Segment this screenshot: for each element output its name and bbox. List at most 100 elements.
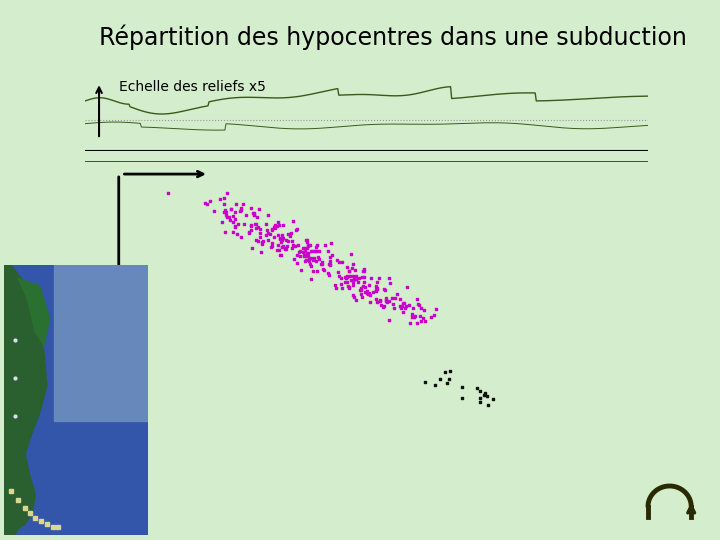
- Point: [378, 285, 390, 293]
- Point: [336, 257, 348, 266]
- Point: [389, 294, 400, 303]
- Point: [279, 245, 291, 254]
- Point: [347, 281, 359, 289]
- Point: [364, 291, 376, 300]
- Point: [346, 264, 358, 273]
- Point: [355, 289, 366, 298]
- Point: [300, 235, 312, 244]
- Point: [324, 259, 336, 268]
- Point: [353, 278, 364, 287]
- Polygon shape: [4, 265, 47, 535]
- Point: [370, 295, 382, 303]
- Point: [370, 286, 382, 295]
- Point: [428, 310, 440, 319]
- Point: [371, 278, 382, 286]
- Point: [347, 278, 359, 286]
- Point: [300, 251, 311, 259]
- Point: [434, 375, 446, 384]
- Point: [403, 301, 415, 309]
- Point: [251, 219, 262, 228]
- Point: [413, 301, 425, 309]
- Point: [294, 246, 306, 255]
- Point: [364, 281, 375, 289]
- Point: [348, 259, 359, 268]
- Point: [302, 249, 314, 258]
- Bar: [54, 265, 148, 421]
- Point: [250, 224, 261, 233]
- Point: [307, 256, 319, 265]
- Point: [380, 295, 392, 304]
- Point: [282, 237, 294, 245]
- Point: [361, 287, 373, 296]
- Point: [215, 195, 226, 204]
- Point: [324, 253, 336, 261]
- Point: [303, 253, 315, 262]
- Point: [255, 232, 266, 241]
- Point: [235, 204, 247, 212]
- Point: [304, 241, 315, 249]
- Point: [287, 244, 298, 252]
- Point: [276, 238, 287, 247]
- Point: [287, 241, 299, 249]
- Point: [266, 225, 278, 234]
- Point: [384, 279, 396, 287]
- Point: [308, 254, 320, 262]
- Point: [388, 303, 400, 312]
- Text: Répartition des hypocentres dans une subduction: Répartition des hypocentres dans une sub…: [99, 24, 687, 50]
- Point: [246, 204, 257, 212]
- Point: [232, 230, 243, 238]
- Point: [313, 254, 325, 263]
- Point: [430, 381, 441, 390]
- Point: [269, 221, 281, 230]
- Point: [303, 257, 315, 266]
- Point: [246, 244, 257, 253]
- Point: [379, 285, 390, 294]
- Point: [347, 271, 359, 280]
- Point: [411, 294, 423, 303]
- Point: [371, 298, 382, 307]
- Point: [237, 200, 248, 208]
- Point: [281, 242, 292, 251]
- Point: [302, 241, 313, 249]
- Point: [361, 289, 373, 298]
- Point: [386, 293, 397, 302]
- Point: [311, 267, 323, 276]
- Point: [235, 206, 246, 215]
- Point: [281, 245, 292, 254]
- Point: [400, 301, 412, 310]
- Point: [216, 218, 228, 226]
- Point: [336, 280, 347, 288]
- Point: [253, 237, 264, 246]
- Point: [256, 239, 267, 248]
- Point: [372, 285, 383, 293]
- Point: [358, 281, 369, 290]
- Point: [199, 199, 211, 207]
- Point: [230, 223, 241, 232]
- Point: [246, 222, 257, 231]
- Point: [262, 228, 274, 237]
- Point: [354, 286, 365, 294]
- Point: [284, 232, 296, 241]
- Point: [274, 234, 286, 243]
- Point: [326, 251, 338, 259]
- Point: [264, 230, 276, 238]
- Point: [474, 387, 485, 395]
- Point: [292, 240, 304, 249]
- Point: [313, 247, 325, 255]
- Point: [343, 283, 354, 292]
- Point: [408, 303, 419, 312]
- Point: [268, 222, 279, 231]
- Point: [441, 379, 453, 387]
- Point: [275, 235, 287, 244]
- Point: [318, 265, 329, 273]
- Point: [254, 224, 266, 233]
- Point: [275, 251, 287, 259]
- Point: [374, 296, 386, 305]
- Point: [302, 235, 313, 244]
- Point: [333, 258, 344, 266]
- Point: [277, 242, 289, 251]
- Point: [359, 287, 371, 296]
- Point: [225, 205, 237, 214]
- Point: [336, 274, 347, 283]
- Point: [245, 221, 256, 230]
